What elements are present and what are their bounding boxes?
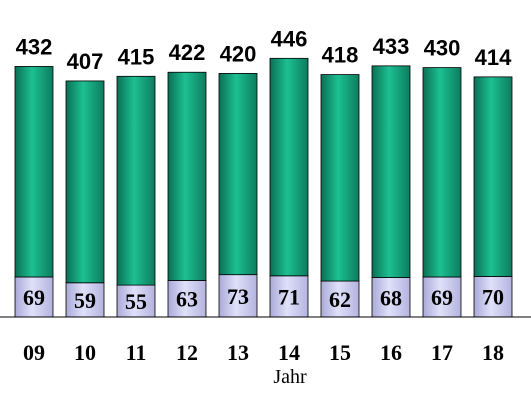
bottom-value-label-15: 62: [329, 287, 351, 312]
top-segment-14: [269, 57, 309, 277]
bottom-segment-14: [269, 275, 309, 318]
bottom-value-label-09: 69: [23, 285, 45, 310]
x-axis-title: Jahr: [273, 366, 307, 388]
total-value-label-15: 418: [322, 43, 359, 68]
total-value-label-09: 432: [16, 34, 53, 59]
bottom-value-label-18: 70: [482, 285, 504, 310]
x-tick-label-14: 14: [278, 340, 300, 365]
bottom-segment-10: [65, 282, 105, 318]
total-value-label-16: 433: [373, 34, 410, 59]
bottom-segment-18: [473, 275, 513, 318]
bottom-value-label-11: 55: [125, 289, 147, 314]
x-tick-label-13: 13: [227, 340, 249, 365]
top-segment-13: [218, 73, 258, 276]
top-segment-16: [371, 65, 411, 278]
total-value-label-11: 415: [118, 44, 155, 69]
total-value-label-14: 446: [271, 26, 308, 51]
x-tick-label-18: 18: [482, 340, 504, 365]
top-segment-11: [116, 75, 156, 286]
x-tick-label-11: 11: [126, 340, 147, 365]
bars-layer: [14, 57, 513, 318]
x-tick-label-16: 16: [380, 340, 402, 365]
bottom-value-label-14: 71: [278, 284, 300, 309]
labels-layer: 69 432 09 59 407 10 55 415 11 63 422 12 73 420 13 71 446…: [16, 26, 512, 365]
bottom-value-label-12: 63: [176, 287, 198, 312]
top-segment-18: [473, 76, 513, 277]
bottom-value-label-10: 59: [74, 288, 96, 313]
top-segment-17: [422, 67, 462, 278]
total-value-label-17: 430: [424, 36, 461, 61]
bottom-segment-12: [167, 280, 207, 318]
top-segment-09: [14, 66, 54, 278]
total-value-label-10: 407: [67, 49, 104, 74]
bottom-segment-16: [371, 277, 411, 318]
top-segment-15: [320, 74, 360, 282]
total-value-label-13: 420: [220, 41, 257, 66]
x-tick-label-10: 10: [74, 340, 96, 365]
bottom-value-label-16: 68: [380, 285, 402, 310]
x-tick-label-15: 15: [329, 340, 351, 365]
bottom-value-label-17: 69: [431, 285, 453, 310]
top-segment-10: [65, 80, 105, 284]
x-tick-label-09: 09: [23, 340, 45, 365]
x-tick-label-17: 17: [431, 340, 453, 365]
total-value-label-12: 422: [169, 40, 206, 65]
x-tick-label-12: 12: [176, 340, 198, 365]
total-value-label-18: 414: [475, 45, 512, 70]
bottom-value-label-13: 73: [227, 284, 249, 309]
bottom-segment-09: [14, 276, 54, 318]
top-segment-12: [167, 71, 207, 281]
